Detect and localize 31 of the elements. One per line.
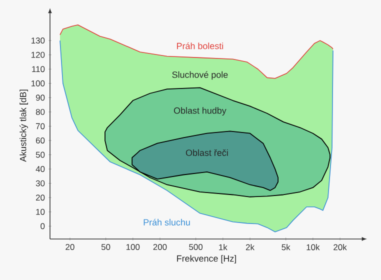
y-tick-label: 60 <box>36 138 45 144</box>
y-tick-label: 90 <box>36 94 45 101</box>
x-tick-label: 20 <box>66 244 74 250</box>
annotation: Sluchové pole <box>172 71 228 80</box>
x-tick-label: 50 <box>101 244 110 250</box>
x-tick-label: 200 <box>153 244 167 250</box>
y-tick-label: 80 <box>36 108 45 115</box>
x-tick-label: 2k <box>246 244 254 250</box>
y-tick-label: 100 <box>32 80 45 86</box>
x-tick-label: 100 <box>126 244 140 250</box>
y-tick-label: 130 <box>32 38 45 44</box>
x-axis-title: Frekvence [Hz] <box>177 255 236 264</box>
series-label: Práh bolesti <box>177 42 224 50</box>
x-tick-label: 10k <box>306 244 320 250</box>
series-label: Práh sluchu <box>144 218 190 226</box>
y-tick-label: 70 <box>36 123 45 130</box>
x-tick-label: 500 <box>189 244 203 250</box>
y-tick-label: 20 <box>36 194 45 201</box>
y-tick-label: 10 <box>36 208 45 215</box>
x-tick-label: 5k <box>282 244 290 250</box>
y-tick-label: 110 <box>32 66 45 72</box>
annotation: Oblast hudby <box>174 107 226 116</box>
y-tick-label: 50 <box>36 152 45 158</box>
annotation: Oblast řeči <box>186 149 228 156</box>
x-tick-label: 20k <box>334 244 347 250</box>
y-tick-label: 120 <box>32 52 45 58</box>
y-tick-label: 40 <box>36 166 45 172</box>
y-tick-label: 0 <box>40 223 45 230</box>
x-tick-label: 1k <box>219 244 228 250</box>
y-axis-title: Akustický tlak [dB] <box>20 90 28 162</box>
y-tick-label: 30 <box>36 180 45 186</box>
